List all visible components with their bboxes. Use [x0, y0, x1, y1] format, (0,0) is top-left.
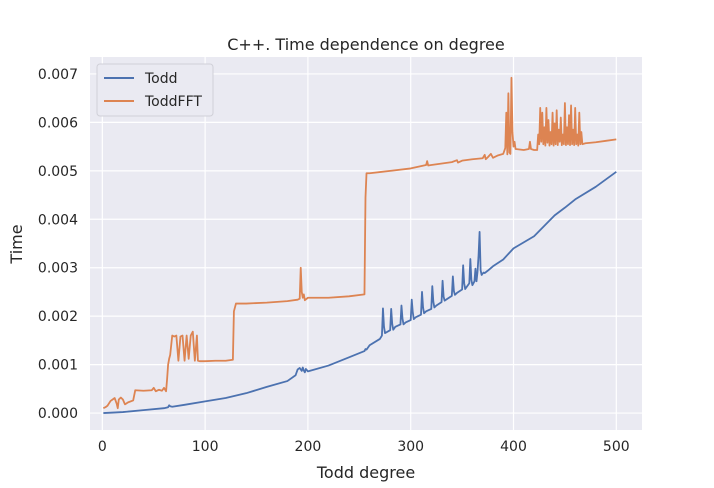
- series-line-toddfft: [102, 76, 617, 410]
- y-tick-label: 0.001: [38, 358, 78, 374]
- y-tick-label: 0.000: [38, 406, 78, 422]
- y-tick-label: 0.006: [38, 115, 78, 131]
- legend-label: Todd: [144, 71, 178, 87]
- y-tick-label: 0.005: [38, 164, 78, 180]
- x-tick-label: 500: [603, 439, 630, 455]
- x-axis-label: Todd degree: [316, 463, 415, 482]
- x-tick-label: 200: [295, 439, 322, 455]
- legend-label: ToddFFT: [144, 94, 202, 110]
- x-tick-label: 300: [397, 439, 424, 455]
- y-tick-label: 0.003: [38, 261, 78, 277]
- chart-title: C++. Time dependence on degree: [227, 35, 505, 54]
- y-tick-label: 0.007: [38, 67, 78, 83]
- y-tick-label: 0.004: [38, 212, 78, 228]
- y-axis-ticks: 0.000 0.001 0.002 0.003 0.004 0.005 0.006 0.007: [38, 67, 78, 422]
- x-tick-label: 400: [500, 439, 527, 455]
- series-lines: [102, 76, 617, 414]
- x-tick-label: 100: [192, 439, 219, 455]
- y-tick-label: 0.002: [38, 309, 78, 325]
- y-axis-label: Time: [7, 224, 26, 264]
- x-axis-ticks: 0 100 200 300 400 500: [98, 439, 630, 455]
- x-tick-label: 0: [98, 439, 107, 455]
- legend: Todd ToddFFT: [96, 63, 214, 117]
- plot-area: [90, 57, 642, 430]
- series-line-todd: [103, 171, 617, 414]
